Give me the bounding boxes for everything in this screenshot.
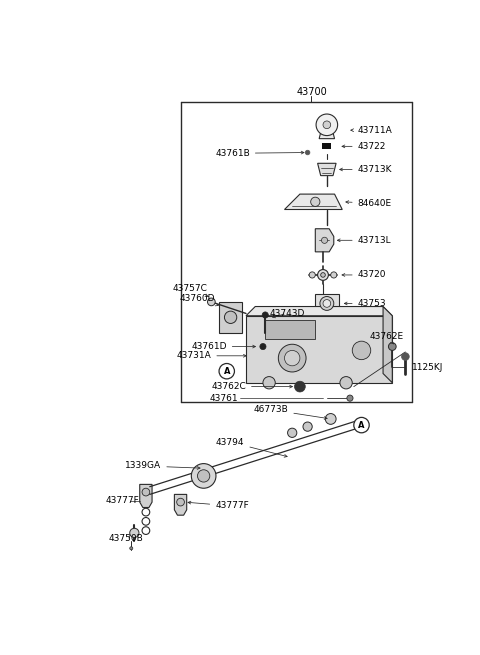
Circle shape [323,299,331,307]
Circle shape [303,422,312,431]
Circle shape [311,197,320,206]
Text: 43761D: 43761D [191,342,255,351]
Circle shape [305,150,310,155]
Text: 84640E: 84640E [346,199,392,208]
Circle shape [322,237,328,244]
Text: A: A [358,421,365,430]
Circle shape [260,343,266,350]
Polygon shape [383,307,392,383]
Polygon shape [246,316,392,383]
Circle shape [323,121,331,128]
Text: 43757C: 43757C [173,284,208,297]
Text: 43700: 43700 [296,86,327,97]
Text: 43750B: 43750B [109,534,144,543]
Text: 43753: 43753 [344,299,386,308]
Circle shape [347,395,353,402]
Text: 43762C: 43762C [211,382,292,391]
Polygon shape [246,307,392,316]
Circle shape [321,272,325,277]
Circle shape [225,311,237,324]
Text: 1125KJ: 1125KJ [412,363,444,372]
Circle shape [130,529,139,538]
Polygon shape [319,132,335,139]
Polygon shape [322,143,332,149]
Circle shape [142,488,150,496]
Circle shape [285,350,300,365]
Text: 43731A: 43731A [177,351,246,360]
Circle shape [177,498,184,506]
Text: 1339GA: 1339GA [125,461,200,470]
Text: 43713K: 43713K [340,165,392,174]
Text: 46773B: 46773B [253,405,327,419]
Circle shape [263,377,275,389]
Circle shape [320,297,334,310]
Text: 43761B: 43761B [215,149,304,158]
Text: 43777F: 43777F [106,496,140,505]
Text: 43722: 43722 [342,142,386,151]
Polygon shape [219,302,242,333]
Circle shape [197,470,210,482]
Circle shape [388,343,396,350]
Circle shape [331,272,337,278]
Circle shape [262,312,268,318]
Polygon shape [265,320,315,339]
Circle shape [316,114,337,136]
Polygon shape [285,194,342,210]
Text: 43743D: 43743D [269,309,304,318]
Polygon shape [318,163,336,176]
Text: 43794: 43794 [216,438,287,457]
Circle shape [219,364,234,379]
Polygon shape [314,294,339,312]
Text: 43711A: 43711A [351,126,392,135]
Text: 43713L: 43713L [337,236,391,245]
Circle shape [340,377,352,389]
Circle shape [288,428,297,438]
Text: 43761: 43761 [210,394,238,403]
Polygon shape [315,229,334,252]
Circle shape [402,353,409,360]
Polygon shape [174,495,187,515]
Circle shape [309,272,315,278]
Text: 43762E: 43762E [369,332,403,344]
Circle shape [354,417,369,433]
Circle shape [295,381,305,392]
Circle shape [192,464,216,488]
Text: 43777F: 43777F [188,501,249,510]
Text: A: A [224,367,230,376]
Text: 43720: 43720 [342,271,386,280]
Circle shape [130,547,133,550]
Polygon shape [140,485,152,508]
Circle shape [325,413,336,424]
Circle shape [352,341,371,360]
Text: 43760D: 43760D [180,293,218,306]
Circle shape [318,270,328,280]
Circle shape [207,298,215,306]
Circle shape [278,345,306,372]
